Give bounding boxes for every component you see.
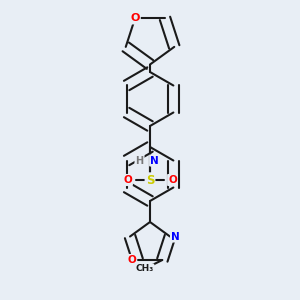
Text: CH₃: CH₃ <box>135 265 154 274</box>
Text: S: S <box>146 173 154 187</box>
Text: N: N <box>150 155 159 166</box>
Text: O: O <box>127 255 136 265</box>
Text: N: N <box>171 232 180 242</box>
Text: O: O <box>130 14 140 23</box>
Text: O: O <box>123 175 132 185</box>
Text: H: H <box>135 155 144 166</box>
Text: O: O <box>168 175 177 185</box>
